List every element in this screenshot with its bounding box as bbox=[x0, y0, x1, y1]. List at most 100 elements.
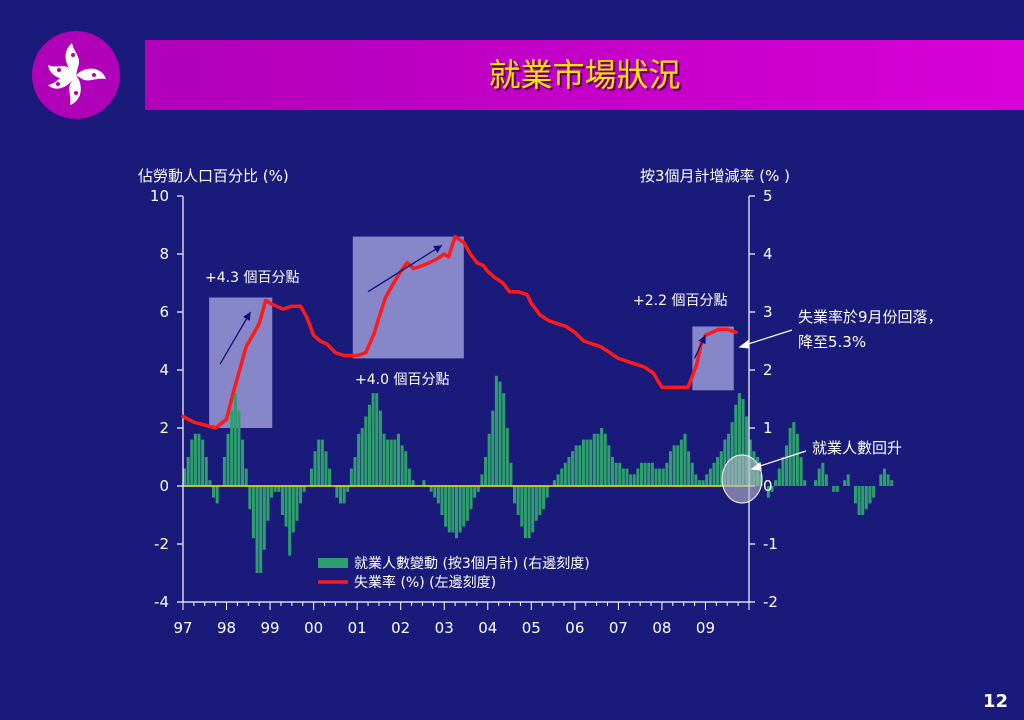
employment-change-bar bbox=[556, 474, 560, 486]
employment-change-bar bbox=[835, 486, 839, 492]
employment-change-bar bbox=[357, 433, 361, 486]
employment-change-bar bbox=[629, 474, 633, 486]
employment-change-bar bbox=[687, 451, 691, 486]
employment-change-bar bbox=[309, 468, 313, 486]
employment-change-bar bbox=[766, 486, 770, 498]
employment-change-bar bbox=[625, 468, 629, 486]
employment-change-bar bbox=[538, 486, 542, 515]
employment-change-bar bbox=[792, 422, 796, 486]
annotation-sept-unemployment-line2: 降至5.3% bbox=[798, 333, 866, 351]
employment-change-bar bbox=[672, 445, 676, 486]
employment-change-bar bbox=[313, 451, 317, 486]
employment-change-bar bbox=[367, 404, 371, 486]
employment-change-bar bbox=[251, 486, 255, 539]
employment-change-bar bbox=[338, 486, 342, 504]
employment-change-bar bbox=[600, 428, 604, 486]
legend-bar-label: 就業人數變動 (按3個月計) (右邊刻度) bbox=[354, 556, 590, 572]
annotation-plus-4-0: +4.0 個百分點 bbox=[355, 372, 449, 388]
employment-change-bar bbox=[266, 486, 270, 521]
employment-change-bar bbox=[433, 486, 437, 498]
x-tick-label: 09 bbox=[696, 619, 715, 637]
employment-change-bar bbox=[788, 428, 792, 486]
employment-change-bar bbox=[665, 462, 669, 486]
right-tick-label: -2 bbox=[763, 593, 778, 611]
employment-change-bar bbox=[821, 462, 825, 486]
employment-change-bar bbox=[364, 416, 368, 486]
employment-change-bar bbox=[610, 457, 614, 486]
x-tick-label: 08 bbox=[652, 619, 671, 637]
employment-change-bar bbox=[346, 486, 350, 492]
employment-change-bar bbox=[531, 486, 535, 533]
page-number: 12 bbox=[982, 691, 1008, 712]
employment-change-bar bbox=[382, 433, 386, 486]
employment-change-bar bbox=[781, 457, 785, 486]
hk-bauhinia-logo bbox=[27, 26, 125, 124]
employment-change-bar bbox=[520, 486, 524, 527]
employment-change-bar bbox=[578, 445, 582, 486]
employment-change-bar bbox=[469, 486, 473, 510]
employment-change-bar bbox=[799, 457, 803, 486]
trend-arrow-head-2 bbox=[433, 245, 443, 253]
employment-change-bar bbox=[386, 439, 390, 486]
employment-change-bar bbox=[237, 410, 241, 486]
employment-change-bar bbox=[302, 486, 306, 492]
employment-change-bar bbox=[730, 422, 734, 486]
employment-change-bar bbox=[697, 480, 702, 486]
left-tick-label: 8 bbox=[159, 245, 169, 263]
title-bar: 就業市場狀況 bbox=[145, 40, 1024, 110]
employment-change-bar bbox=[440, 486, 444, 515]
employment-change-bar bbox=[215, 486, 219, 504]
employment-change-bar bbox=[872, 486, 876, 498]
employment-change-bar bbox=[201, 439, 205, 486]
employment-change-bar bbox=[879, 474, 883, 486]
employment-change-bar bbox=[632, 474, 636, 486]
employment-change-bar bbox=[371, 393, 375, 486]
employment-change-bar bbox=[513, 486, 517, 504]
employment-change-bar bbox=[233, 393, 237, 486]
highlight-boxes bbox=[209, 236, 734, 428]
employment-change-bar bbox=[734, 404, 738, 486]
left-tick-label: 6 bbox=[159, 303, 169, 321]
employment-change-bar bbox=[183, 468, 187, 486]
employment-change-bar bbox=[621, 468, 625, 486]
employment-change-bar bbox=[212, 486, 216, 498]
employment-change-bar bbox=[262, 486, 266, 550]
employment-change-bar bbox=[498, 381, 502, 486]
employment-change-bar bbox=[458, 486, 462, 533]
employment-change-bar bbox=[244, 468, 248, 486]
employment-change-bar bbox=[320, 439, 324, 486]
employment-change-bar bbox=[552, 480, 556, 486]
employment-change-bar bbox=[639, 462, 643, 486]
employment-change-bar bbox=[589, 439, 593, 486]
employment-change-bar bbox=[288, 486, 292, 556]
employment-change-bar bbox=[400, 445, 404, 486]
employment-change-bar bbox=[563, 462, 567, 486]
employment-change-bar bbox=[404, 451, 408, 486]
employment-change-bar bbox=[291, 486, 295, 533]
x-tick-label: 05 bbox=[522, 619, 541, 637]
left-tick-label: 0 bbox=[159, 477, 169, 495]
employment-change-bar bbox=[317, 439, 321, 486]
employment-change-bar bbox=[389, 439, 393, 486]
employment-change-bar bbox=[560, 468, 564, 486]
employment-change-bar bbox=[444, 486, 448, 527]
employment-change-bar bbox=[712, 462, 716, 486]
employment-change-bar bbox=[335, 486, 339, 498]
employment-change-bar bbox=[248, 486, 252, 510]
employment-change-bar bbox=[723, 439, 727, 486]
left-axis-title: 佔勞動人口百分比 (%) bbox=[138, 167, 289, 185]
x-tick-label: 07 bbox=[609, 619, 628, 637]
employment-change-bar bbox=[447, 486, 451, 533]
rebound-highlight-circle bbox=[721, 454, 763, 504]
employment-change-bar bbox=[824, 474, 828, 486]
employment-change-bar bbox=[491, 410, 495, 486]
employment-change-bar bbox=[592, 433, 596, 486]
employment-change-bar bbox=[353, 457, 357, 486]
left-tick-label: -2 bbox=[154, 535, 169, 553]
employment-change-bar bbox=[273, 486, 277, 492]
employment-change-bar bbox=[654, 468, 658, 486]
employment-change-bar bbox=[853, 486, 857, 504]
employment-change-bar bbox=[451, 486, 455, 533]
employment-change-bar bbox=[890, 480, 894, 486]
